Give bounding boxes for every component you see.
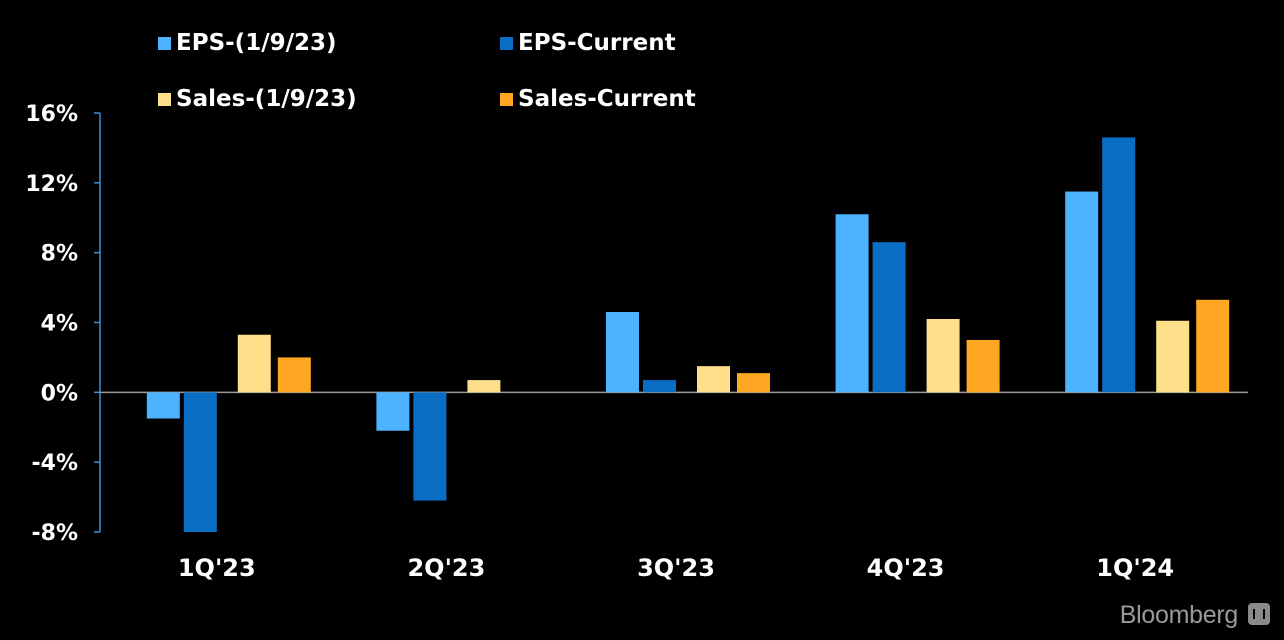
bloomberg-logo: Bloomberg — [1119, 601, 1239, 629]
bar-eps-current — [413, 392, 447, 501]
legend-label: Sales-(1/9/23) — [176, 86, 357, 112]
legend-swatch — [158, 36, 171, 50]
legend-label: EPS-(1/9/23) — [176, 30, 337, 56]
legend-swatch — [158, 92, 171, 106]
legend-label: EPS-Current — [518, 30, 676, 56]
bar-eps-current — [643, 380, 676, 393]
bar-eps-prior — [146, 392, 180, 419]
bar-sales-current — [737, 373, 770, 393]
bar-sales-current — [966, 339, 1000, 393]
y-tick-label: 8% — [41, 242, 78, 267]
legend-label: Sales-Current — [518, 86, 696, 112]
x-category-label: 1Q'24 — [1096, 554, 1174, 582]
legend-item-sales-prior: Sales-(1/9/23) — [158, 86, 357, 112]
bloomberg-terminal-icon — [1248, 603, 1270, 625]
bar-eps-prior — [835, 214, 869, 393]
bar-eps-prior — [1065, 191, 1099, 393]
bar-sales-current — [277, 357, 311, 393]
x-category-label: 2Q'23 — [407, 554, 485, 582]
bar-eps-current — [1102, 137, 1136, 393]
bar-eps-prior — [606, 312, 639, 393]
legend-item-eps-current: EPS-Current — [500, 30, 676, 56]
legend-item-sales-current: Sales-Current — [500, 86, 696, 112]
bar-sales-prior — [237, 334, 271, 393]
bar-sales-prior — [467, 380, 501, 393]
y-tick-label: 16% — [25, 102, 78, 127]
bar-sales-current — [1196, 299, 1230, 393]
y-tick-label: 0% — [41, 381, 78, 406]
bar-sales-prior — [697, 366, 730, 393]
y-tick-label: 12% — [25, 172, 78, 197]
x-category-label: 1Q'23 — [178, 554, 256, 582]
y-tick-label: 4% — [41, 312, 78, 337]
legend-swatch — [500, 36, 513, 50]
bar-sales-prior — [926, 319, 960, 393]
legend-swatch — [500, 92, 513, 106]
legend-item-eps-prior: EPS-(1/9/23) — [158, 30, 337, 56]
y-tick-label: -8% — [32, 521, 78, 546]
x-category-label: 3Q'23 — [637, 554, 715, 582]
bar-eps-current — [872, 242, 906, 393]
y-tick-label: -4% — [32, 451, 78, 476]
bar-eps-prior — [376, 392, 410, 431]
bar-sales-prior — [1156, 320, 1190, 393]
x-category-label: 4Q'23 — [867, 554, 945, 582]
bar-eps-current — [183, 392, 217, 532]
